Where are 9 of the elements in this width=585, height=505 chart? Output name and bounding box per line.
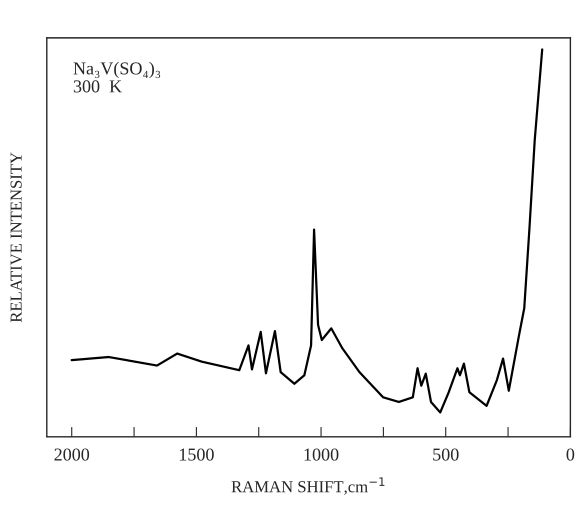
x-tick-label: 1500 xyxy=(180,448,214,461)
y-axis-title: RELATIVE INTENSITY xyxy=(10,152,22,322)
x-tick-label: 0 xyxy=(566,448,574,461)
x-tick-label: 1000 xyxy=(304,448,338,461)
x-axis-title: RAMAN SHIFT,cm$^{−1}$ xyxy=(232,477,384,495)
annotation: 300 K xyxy=(74,80,122,92)
annotation: Na₃V(SO₄)₃ xyxy=(74,62,160,78)
x-tick-label: 2000 xyxy=(54,448,90,461)
x-tick-label: 500 xyxy=(433,448,459,461)
